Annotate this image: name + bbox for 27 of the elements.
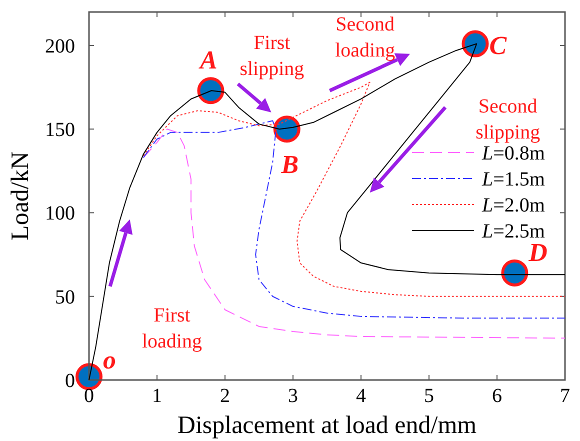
annotation: First loading [142,304,202,352]
x-tick-label: 6 [492,385,502,407]
legend-label: L=1.5m [481,168,546,191]
x-tick-label: 0 [84,385,94,407]
x-tick-label: 7 [560,385,570,407]
x-tick-label: 2 [220,385,230,407]
y-axis-title: Load/kN [7,152,34,240]
annotation: o [103,346,116,375]
annotation: First slipping [240,32,304,80]
x-tick-label: 4 [356,385,366,407]
y-tick-label: 200 [45,35,75,58]
y-tick-label: 100 [45,202,75,225]
annotation: Second slipping [476,95,540,144]
x-tick-label: 5 [424,385,434,407]
annotation: A [198,46,218,75]
legend-label: L=0.8m [481,142,546,165]
y-tick-label: 50 [55,286,75,308]
annotation: B [280,150,299,180]
line-series [142,82,566,297]
annotation: C [489,30,508,60]
y-tick-label: 0 [65,370,75,392]
y-tick-label: 150 [45,119,75,142]
x-tick-label: 1 [152,385,162,407]
x-tick-label: 3 [288,385,298,407]
legend-label: L=2.0m [481,194,546,217]
x-axis-title: Displacement at load end/mm [177,412,478,439]
annotation: Second loading [335,13,396,62]
